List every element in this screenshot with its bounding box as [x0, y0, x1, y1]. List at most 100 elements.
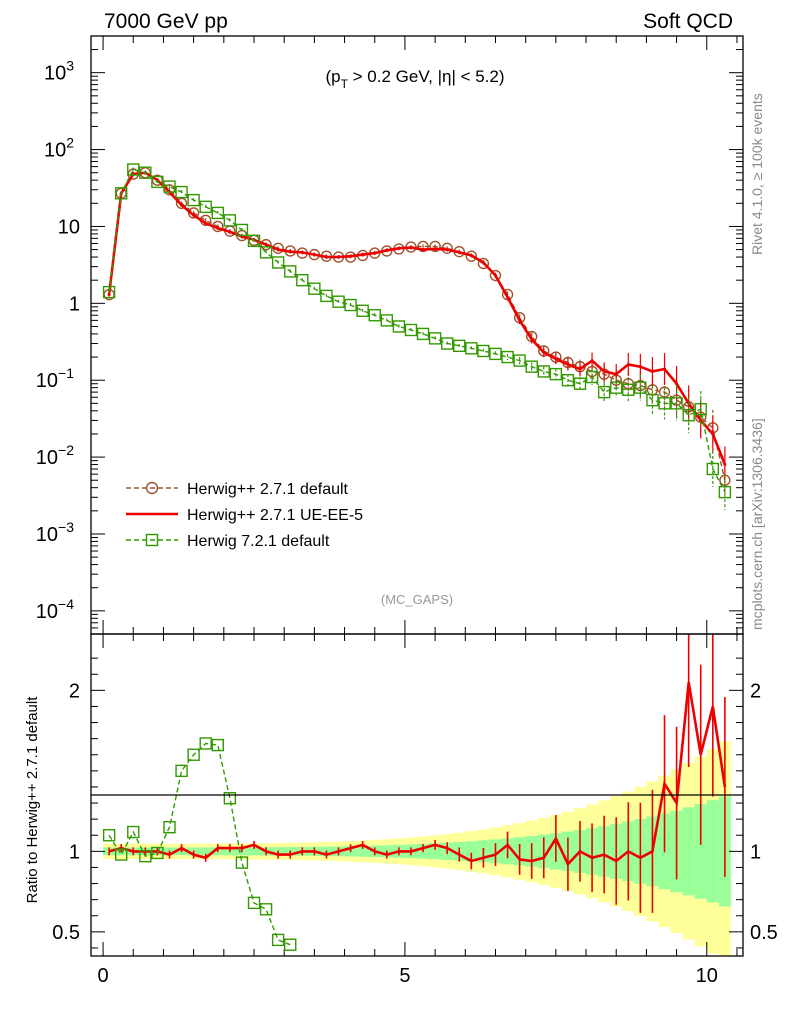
series-line-0 — [108, 171, 726, 481]
data-point-dot — [481, 260, 485, 264]
ratio-band-green — [694, 803, 707, 899]
data-point-dot — [493, 274, 497, 278]
data-point-square — [404, 323, 418, 337]
data-point-dot — [192, 213, 196, 217]
data-point-dot — [711, 432, 715, 436]
ratio-y-tick-label: 0.5 — [52, 922, 80, 944]
data-point-square — [525, 360, 538, 373]
y-tick-label: 10−2 — [36, 442, 74, 469]
data-point-circle — [489, 269, 502, 282]
ratio-y-tick-label: 1 — [69, 841, 80, 863]
data-point-square — [597, 385, 611, 399]
ratio-point-square — [163, 821, 176, 834]
data-point-square — [308, 282, 321, 295]
data-point-dot — [650, 369, 654, 373]
data-point-dot — [638, 365, 642, 369]
data-point-square — [465, 342, 478, 355]
data-point-dot — [457, 250, 461, 254]
data-point-square — [163, 180, 176, 193]
data-point-dot — [433, 247, 437, 251]
data-point-circle — [260, 238, 272, 251]
y-tick-label-exponent: −3 — [58, 519, 74, 535]
data-point-square — [622, 383, 635, 397]
data-point-dot — [276, 248, 280, 252]
data-point-square — [344, 298, 357, 312]
data-point-square — [718, 485, 732, 499]
y-tick-label-base: 10 — [36, 601, 58, 623]
data-point-dot — [312, 253, 316, 257]
data-point-circle — [429, 240, 441, 253]
x-tick-label: 0 — [98, 965, 109, 987]
ratio-point-square — [114, 848, 128, 861]
cut-label: (pT > 0.2 GeV, |η| < 5.2) — [325, 67, 504, 91]
ratio-point-square — [271, 933, 285, 947]
data-point-dot — [324, 255, 328, 259]
legend-label-1: Herwig++ 2.7.1 UE-EE-5 — [187, 507, 363, 524]
data-point-dot — [373, 251, 377, 255]
legend-marker-square — [145, 533, 159, 547]
data-point-square — [247, 234, 261, 248]
data-point-square — [223, 214, 237, 227]
data-point-square — [573, 377, 587, 390]
data-point-dot — [723, 463, 727, 467]
legend-label-2: Herwig 7.2.1 default — [187, 533, 330, 550]
ratio-point-square — [259, 903, 273, 916]
data-point-square — [453, 339, 466, 353]
y-tick-label-base: 10 — [36, 370, 58, 392]
data-point-square — [271, 256, 285, 269]
legend: Herwig++ 2.7.1 default Herwig++ 2.7.1 UE-… — [126, 481, 363, 550]
data-point-dot — [590, 359, 594, 363]
y-tick-label-base: 10 — [36, 447, 58, 469]
data-point-dot — [542, 350, 546, 354]
y-tick-label-exponent: 2 — [66, 135, 74, 151]
data-point-square — [380, 314, 394, 327]
side-text-rivet: Rivet 4.1.0, ≥ 100k events — [749, 93, 765, 255]
data-point-dot — [288, 250, 292, 254]
data-point-circle — [187, 207, 200, 219]
y-tick-label: 103 — [44, 58, 74, 85]
y-tick-label-base: 10 — [36, 524, 58, 546]
data-point-dot — [578, 367, 582, 371]
cut-label-p: (p — [325, 67, 340, 86]
ratio-y-tick-label-right: 1 — [750, 841, 761, 863]
y-tick-label: 1 — [69, 293, 80, 315]
data-point-dot — [614, 372, 618, 376]
data-point-square — [320, 289, 333, 303]
data-point-circle — [175, 197, 188, 210]
ratio-point-square — [175, 764, 188, 778]
data-point-circle — [477, 257, 490, 270]
y-tick-label-base: 10 — [44, 63, 66, 85]
ratio-point-square — [223, 792, 237, 805]
cut-label-sub: T — [341, 77, 349, 91]
series-line-1 — [107, 171, 727, 465]
ratio-y-tick-label-right: 0.5 — [750, 922, 778, 944]
data-point-dot — [228, 230, 232, 234]
ratio-line-ue-ee-5 — [108, 682, 727, 867]
ratio-y-axis-label: Ratio to Herwig++ 2.7.1 default — [24, 696, 41, 904]
data-point-square — [585, 370, 599, 384]
cut-label-rest: > 0.2 GeV, |η| < 5.2) — [348, 67, 505, 86]
y-tick-label: 10−4 — [36, 596, 74, 623]
legend-marker-circle — [145, 481, 159, 495]
data-point-dot — [107, 293, 111, 297]
data-point-circle — [658, 386, 671, 398]
data-point-dot — [337, 255, 341, 259]
data-point-square — [139, 166, 152, 179]
side-text-mcplots: mcplots.cern.ch [arXiv:1306.3436] — [749, 418, 765, 630]
data-point-dot — [602, 369, 606, 373]
y-tick-label-exponent: 3 — [66, 58, 74, 74]
ratio-point-square — [127, 825, 140, 839]
data-point-square — [537, 365, 550, 378]
data-point-square — [706, 462, 720, 476]
data-point-square — [561, 374, 575, 387]
x-tick-label: 5 — [399, 965, 410, 987]
data-point-square — [296, 273, 309, 287]
ratio-point-square — [102, 829, 116, 842]
data-point-dot — [397, 246, 401, 250]
data-point-square — [513, 354, 526, 367]
data-point-dot — [699, 418, 703, 422]
ratio-band-green — [199, 847, 212, 856]
data-point-dot — [530, 337, 534, 341]
